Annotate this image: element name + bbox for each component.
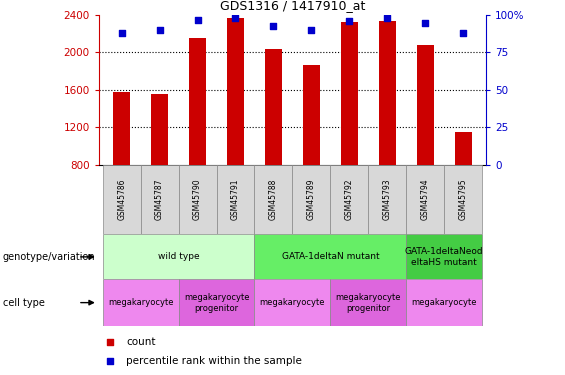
Point bbox=[383, 15, 392, 21]
Bar bbox=[444, 165, 482, 234]
Bar bbox=[141, 165, 179, 234]
Text: GSM45787: GSM45787 bbox=[155, 179, 164, 220]
Bar bbox=[293, 165, 331, 234]
Bar bbox=[331, 165, 368, 234]
Text: megakaryocyte: megakaryocyte bbox=[260, 298, 325, 307]
Bar bbox=[179, 279, 254, 326]
Point bbox=[193, 16, 202, 22]
Point bbox=[117, 30, 126, 36]
Text: GATA-1deltaNeod
eltaHS mutant: GATA-1deltaNeod eltaHS mutant bbox=[405, 247, 484, 267]
Bar bbox=[303, 64, 320, 165]
Point bbox=[307, 27, 316, 33]
Point bbox=[459, 30, 468, 36]
Bar bbox=[151, 94, 168, 165]
Point bbox=[393, 85, 402, 91]
Point bbox=[231, 15, 240, 21]
Bar bbox=[254, 234, 406, 279]
Bar bbox=[254, 165, 293, 234]
Point bbox=[393, 254, 402, 260]
Bar bbox=[379, 21, 396, 165]
Bar bbox=[113, 92, 130, 165]
Bar bbox=[406, 279, 482, 326]
Text: GSM45793: GSM45793 bbox=[383, 179, 392, 220]
Text: megakaryocyte
progenitor: megakaryocyte progenitor bbox=[184, 293, 249, 312]
Text: percentile rank within the sample: percentile rank within the sample bbox=[126, 356, 302, 366]
Text: GATA-1deltaN mutant: GATA-1deltaN mutant bbox=[281, 252, 379, 261]
Text: count: count bbox=[126, 338, 155, 347]
Point bbox=[155, 27, 164, 33]
Bar bbox=[331, 279, 406, 326]
Text: GSM45790: GSM45790 bbox=[193, 179, 202, 220]
Bar bbox=[368, 165, 406, 234]
Text: GSM45794: GSM45794 bbox=[421, 179, 430, 220]
Text: megakaryocyte
progenitor: megakaryocyte progenitor bbox=[336, 293, 401, 312]
Title: GDS1316 / 1417910_at: GDS1316 / 1417910_at bbox=[220, 0, 365, 12]
Point bbox=[269, 22, 278, 28]
Text: GSM45791: GSM45791 bbox=[231, 179, 240, 220]
Bar bbox=[103, 234, 254, 279]
Text: GSM45789: GSM45789 bbox=[307, 179, 316, 220]
Bar bbox=[265, 49, 282, 165]
Text: wild type: wild type bbox=[158, 252, 199, 261]
Bar bbox=[254, 279, 331, 326]
Text: cell type: cell type bbox=[3, 298, 45, 307]
Text: GSM45786: GSM45786 bbox=[117, 179, 126, 220]
Bar bbox=[416, 45, 434, 165]
Text: GSM45795: GSM45795 bbox=[459, 179, 468, 220]
Text: megakaryocyte: megakaryocyte bbox=[411, 298, 477, 307]
Text: genotype/variation: genotype/variation bbox=[3, 252, 95, 262]
Text: megakaryocyte: megakaryocyte bbox=[108, 298, 173, 307]
Bar bbox=[103, 165, 141, 234]
Text: GSM45792: GSM45792 bbox=[345, 179, 354, 220]
Text: GSM45788: GSM45788 bbox=[269, 179, 278, 220]
Point bbox=[421, 20, 430, 26]
Point bbox=[345, 18, 354, 24]
Bar bbox=[103, 279, 179, 326]
Bar bbox=[227, 18, 244, 165]
Bar bbox=[189, 38, 206, 165]
Bar bbox=[179, 165, 216, 234]
Bar bbox=[216, 165, 254, 234]
Bar bbox=[455, 132, 472, 165]
Bar bbox=[341, 22, 358, 165]
Bar bbox=[406, 165, 444, 234]
Bar bbox=[406, 234, 482, 279]
